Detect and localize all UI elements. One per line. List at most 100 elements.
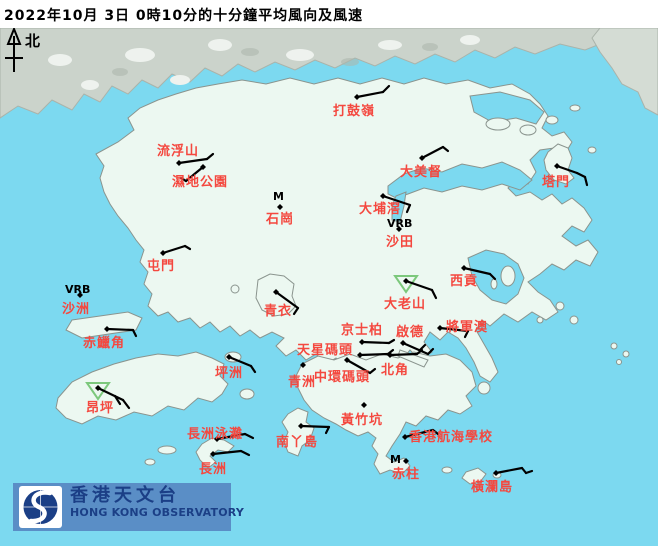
wind-barb-icon [388,352,419,357]
station-flag-vrb: VRB [65,283,90,296]
wind-barb-icon [441,145,450,153]
station-tsing-yi[interactable]: 青衣 [264,289,300,319]
po-toi-island [461,467,487,485]
crescent-island [519,124,537,136]
wind-barb-icon [494,466,524,475]
north-arrow: 北 [5,26,40,72]
station-lamma-island[interactable]: 南丫島 [276,423,331,450]
station-label: 橫瀾島 [471,479,513,495]
station-sai-kung[interactable]: 西貢 [450,265,497,289]
station-dot [354,94,360,100]
hko-logo-banner[interactable]: 香港天文台 HONG KONG OBSERVATORY [13,483,244,531]
station-label: 天星碼頭 [297,343,353,358]
wind-barb-icon [324,425,331,435]
basalt-island [555,301,565,311]
station-label: 沙洲 [62,302,90,317]
station-label: 黃竹坑 [340,412,383,428]
station-label: 赤鱲角 [83,335,125,351]
wind-barb-icon [555,164,579,175]
wind-barb-icon [96,386,125,402]
station-north-point[interactable]: 北角 [381,348,424,378]
station-sha-chau[interactable]: VRB 沙洲 [62,283,90,317]
station-ngong-ping[interactable]: 昂坪 [85,382,131,416]
station-label: 石崗 [265,212,294,227]
station-label: 長洲 [199,462,227,477]
station-lau-fau-shan[interactable]: 流浮山 [157,143,215,166]
station-dot [396,226,402,232]
station-label: 赤柱 [392,466,420,482]
station-central-pier[interactable]: 中環碼頭 [314,357,377,385]
tung-lung-island [477,381,491,395]
station-green-island[interactable]: 青洲 [288,362,316,390]
soko-island-small [144,458,156,466]
wind-barb-icon [438,326,470,333]
station-sha-tin[interactable]: VRB 沙田 [386,217,414,250]
station-kai-tak[interactable]: 啟德 [396,324,435,356]
station-dot [419,155,425,161]
station-label: 長洲泳灘 [187,426,243,442]
station-tap-mun[interactable]: 塔門 [542,163,589,190]
station-ta-kwu-ling[interactable]: 打鼓嶺 [333,84,391,119]
station-cheung-chau[interactable]: 長洲 [199,449,251,477]
station-chek-lap-kok[interactable]: 赤鱲角 [83,326,138,351]
wind-barb-icon [360,340,391,345]
station-tai-mei-tuk[interactable]: 大美督 [400,145,450,180]
wind-barb-icon [381,84,391,94]
station-wetland-park[interactable]: 濕地公園 [172,164,228,190]
wind-barb-icon [387,338,396,345]
station-label: 中環碼頭 [314,369,370,385]
station-label: 流浮山 [157,143,199,159]
station-dot [214,436,220,442]
wind-barb-icon [575,171,587,179]
page-title: 2022年10月 3日 0時10分的十分鐘平均風向及風速 [4,8,364,24]
station-dot [300,362,306,368]
wind-barb-icon [161,244,187,255]
wind-barb-icon [299,424,331,429]
station-shek-kong[interactable]: M 石崗 [265,190,294,227]
station-stanley[interactable]: M赤柱 [390,453,420,482]
station-dot [226,354,232,360]
station-tai-po-kau[interactable]: 大埔滘 [359,193,412,217]
station-dot [160,250,166,256]
wind-barb-icon [205,152,215,161]
wind-barb-icon [113,394,122,406]
hko-logo-tile [19,486,62,528]
station-tuen-mun[interactable]: 屯門 [147,244,192,274]
station-waglan-island[interactable]: 橫瀾島 [471,466,534,495]
station-dot [273,289,279,295]
station-wong-chuk-hang[interactable]: 黃竹坑 [340,402,383,428]
new-territories-land [95,77,599,383]
station-peng-chau[interactable]: 坪洲 [215,354,257,381]
soko-island [157,445,177,455]
station-dot [176,160,182,166]
station-label: 濕地公園 [172,174,228,190]
station-label: 啟德 [396,324,424,340]
wind-barb-icon [488,272,497,281]
wind-barb-icon [426,347,435,356]
station-hk-sea-school[interactable]: 香港航海學校 [402,428,493,445]
wind-barb-icon [211,449,243,456]
beaufort-island [441,466,453,474]
sharp-island [490,278,498,290]
station-cheung-chau-beach[interactable]: 長洲泳灘 [187,426,255,442]
station-dot [77,292,83,298]
station-tates-cairn[interactable]: 大老山 [384,275,438,312]
station-flag-vrb: VRB [387,217,412,230]
hko-logo-texts: 香港天文台 HONG KONG OBSERVATORY [70,486,244,520]
station-label: 青衣 [264,303,292,319]
wind-barb-icon [462,266,492,276]
wind-barb-icon [184,165,205,183]
station-dot [95,385,101,391]
islands [55,104,630,485]
station-label: 坪洲 [215,366,243,381]
station-dot [361,402,367,408]
station-dot [554,163,560,169]
wind-barb-icon [227,355,253,368]
station-label: 將軍澳 [446,319,488,335]
station-tseung-kwan-o[interactable]: 將軍澳 [437,319,488,339]
ninepin-3 [616,359,622,365]
wind-barb-icon [405,203,412,214]
north-label: 北 [25,32,40,50]
station-kings-park[interactable]: 京士柏 [341,322,396,345]
